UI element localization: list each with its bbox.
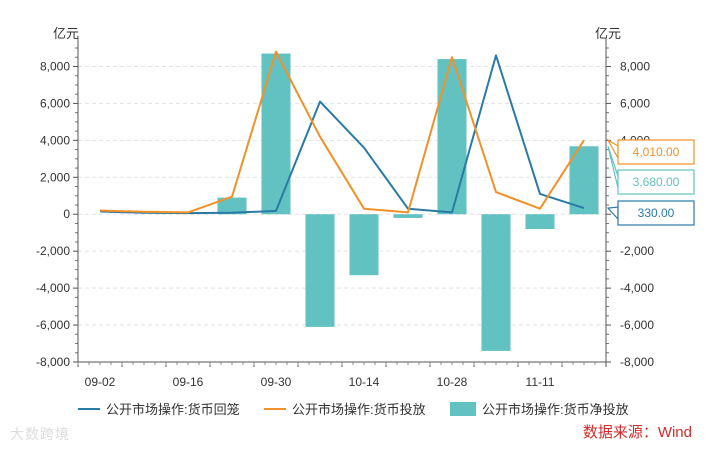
watermark: 大数跨境 — [10, 426, 70, 442]
y-left-tick-label: -4,000 — [36, 281, 70, 295]
y-right-tick-label: 6,000 — [620, 96, 650, 110]
series-line — [99, 54, 585, 215]
legend-label: 公开市场操作:货币投放 — [292, 402, 426, 417]
callout-label: 4,010.00 — [633, 145, 680, 159]
value-callouts: 4,010.00 3,680.00 330.00 — [606, 138, 695, 226]
bar — [393, 214, 423, 218]
y-left-tick-label: -8,000 — [36, 355, 70, 369]
legend-label: 公开市场操作:货币回笼 — [106, 402, 240, 417]
y-left-tick-label: -6,000 — [36, 318, 70, 332]
bar — [217, 197, 247, 215]
bar — [305, 214, 335, 327]
y-axis-right-unit: 亿元 — [595, 26, 621, 41]
y-left-tick-label: 4,000 — [40, 133, 70, 147]
bar — [525, 214, 555, 230]
y-right-tick-label: -8,000 — [620, 355, 654, 369]
x-tick-label: 09-30 — [261, 375, 292, 389]
x-tick-label: 11-11 — [526, 375, 555, 389]
callout-box — [617, 139, 695, 165]
callout-0: 4,010.00 — [606, 138, 695, 165]
callout-label: 3,680.00 — [633, 175, 680, 189]
y-left-tick-label: -2,000 — [36, 244, 70, 258]
y-right-tick-label: -6,000 — [620, 318, 654, 332]
legend-label: 公开市场操作:货币净投放 — [482, 402, 629, 417]
bar — [569, 146, 599, 215]
legend-item-1: 公开市场操作:货币投放 — [264, 402, 426, 417]
series-line — [99, 50, 585, 214]
legend-swatch — [450, 402, 476, 416]
y-right-tick-label: -2,000 — [620, 244, 654, 258]
callout-box — [617, 200, 695, 226]
x-tick-label: 09-02 — [85, 375, 116, 389]
bar-series — [217, 53, 599, 351]
y-left-tick-label: 8,000 — [40, 59, 70, 73]
y-axis-left-unit: 亿元 — [53, 26, 79, 41]
axes: -8,000 -8,000 -6,000 -6,000 -4,000 -4,000 -2,0… — [36, 38, 654, 389]
callout-pointer — [606, 206, 619, 221]
legend-item-0: 公开市场操作:货币回笼 — [78, 402, 240, 417]
legend-item-2: 公开市场操作:货币净投放 — [450, 402, 629, 417]
y-left-tick-label: 0 — [63, 207, 70, 221]
callout-label: 330.00 — [638, 206, 675, 220]
callout-box — [617, 169, 695, 195]
callout-1: 3,680.00 — [607, 146, 695, 195]
y-left-tick-label: 2,000 — [40, 170, 70, 184]
line-series — [99, 50, 585, 215]
source-note: 数据来源：Wind — [582, 424, 692, 441]
y-right-tick-label: 8,000 — [620, 59, 650, 73]
x-tick-label: 10-28 — [437, 375, 468, 389]
bar — [261, 53, 291, 215]
x-tick-label: 09-16 — [173, 375, 204, 389]
bar — [349, 214, 379, 276]
x-tick-label: 10-14 — [349, 375, 380, 389]
legend: 公开市场操作:货币回笼 公开市场操作:货币投放 公开市场操作:货币净投放 — [78, 402, 629, 417]
y-left-tick-label: 6,000 — [40, 96, 70, 110]
y-right-tick-label: -4,000 — [620, 281, 654, 295]
callout-2: 330.00 — [606, 200, 695, 226]
bar — [437, 59, 467, 215]
bar — [481, 214, 511, 351]
